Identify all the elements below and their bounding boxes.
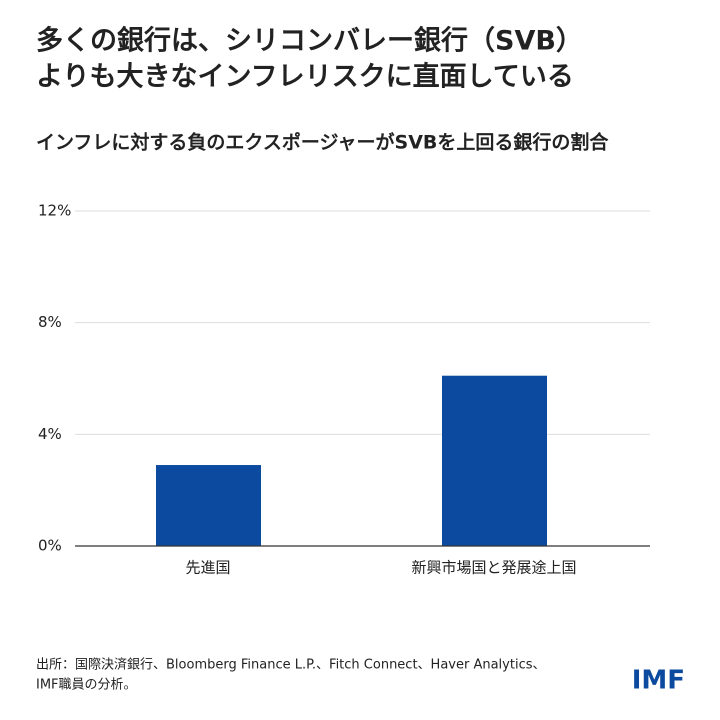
y-tick-label: 12% <box>38 202 71 220</box>
x-tick-label: 新興市場国と発展途上国 <box>411 559 576 577</box>
source-note: 出所：国際決済銀行、Bloomberg Finance L.P.、Fitch C… <box>36 657 546 673</box>
bar <box>156 465 261 546</box>
bar <box>442 375 547 546</box>
logo: IMF <box>632 666 685 696</box>
chart-subtitle: インフレに対する負のエクスポージャーがSVBを上回る銀行の割合 <box>36 131 609 154</box>
y-tick-label: 0% <box>38 537 62 555</box>
source-note: IMF職員の分析。 <box>36 678 137 693</box>
y-tick-label: 4% <box>38 425 62 443</box>
x-tick-label: 先進国 <box>185 559 230 577</box>
chart-title: よりも大きなインフレリスクに直面している <box>36 62 574 93</box>
y-tick-label: 8% <box>38 313 62 331</box>
chart-title: 多くの銀行は、シリコンバレー銀行（SVB） <box>36 25 583 57</box>
